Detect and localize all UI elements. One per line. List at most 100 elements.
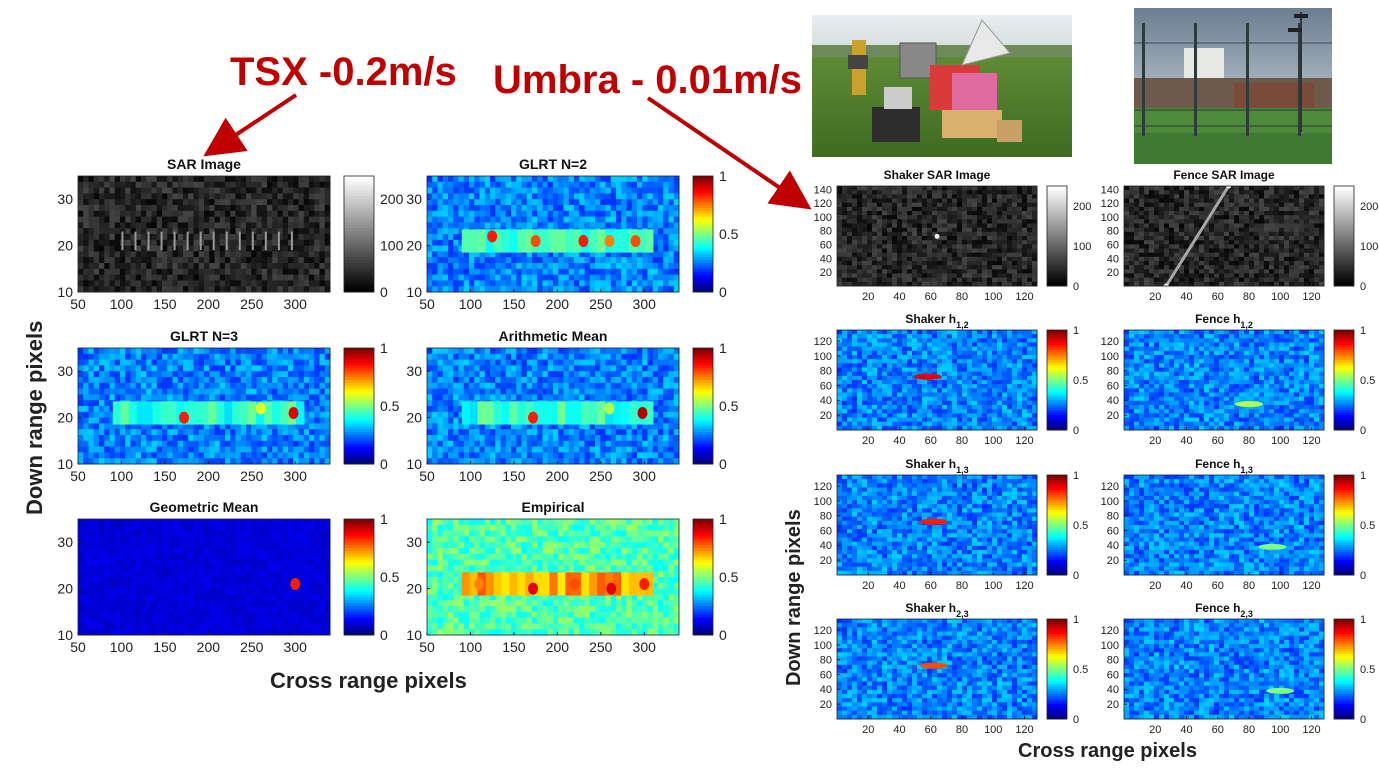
heatmap-cell [277,611,284,619]
heatmap-cell [637,394,643,401]
heatmap-cell [219,594,226,601]
heatmap-cell [621,440,627,448]
heatmap-cell [141,193,147,200]
heatmap-cell [240,377,247,384]
heatmap-cell [537,257,543,264]
heatmap-cell [114,187,121,194]
heatmap-cell [288,176,294,183]
heatmap-cell [453,199,459,206]
heatmap-cell [162,530,168,537]
heatmap-cell [458,274,465,281]
heatmap-cell [303,353,310,361]
heatmap-cell [177,458,184,465]
heatmap-cell [574,268,580,276]
x-tick-label: 250 [589,296,613,312]
heatmap-cell [505,435,512,442]
heatmap-cell [235,353,242,361]
x-tick-label: 200 [197,296,221,312]
heatmap-cell [246,458,252,465]
heatmap-cell [277,435,284,442]
heatmap-cell [78,257,84,264]
heatmap-band [629,401,638,425]
heatmap-cell [225,548,231,555]
heatmap-cell [637,377,643,384]
heatmap-cell [235,257,242,264]
heatmap-cell [458,199,465,206]
heatmap-cell [293,193,299,200]
heatmap-cell [637,193,643,200]
heatmap-cell [568,388,575,395]
heatmap-cell [198,588,205,595]
heatmap-cell [246,446,252,453]
heatmap-cell [109,411,116,419]
heatmap-cell [516,280,522,287]
heatmap-cell [219,452,226,459]
heatmap-cell [141,365,147,372]
heatmap-cell [125,548,131,555]
heatmap-cell [474,280,480,287]
heatmap-cell [303,359,310,366]
heatmap-cell [589,210,596,218]
heatmap-cell [432,228,438,235]
heatmap-cell [235,234,242,241]
heatmap-cell [130,542,137,549]
heatmap-cell [167,176,173,183]
heatmap-cell [521,222,528,229]
heatmap-cell [642,452,648,459]
heatmap-cell [93,210,100,218]
heatmap-cell [114,286,121,293]
heatmap-cell [474,446,480,453]
heatmap-band [517,229,526,253]
heatmap-cell [193,571,200,578]
heatmap-cell [277,268,284,276]
heatmap-cell [99,423,105,430]
heatmap-cell [83,542,89,549]
heatmap-cell [188,565,194,572]
heatmap-cell [474,216,480,223]
heatmap-cell [240,176,247,183]
heatmap-cell [177,222,184,229]
heatmap-cell [453,205,459,212]
heatmap-cell [141,524,147,532]
heatmap-cell [663,446,669,453]
heatmap-cell [214,365,221,372]
heatmap-cell [167,559,173,566]
heatmap-cell [261,542,268,549]
heatmap-cell [277,446,284,453]
heatmap-cell [198,365,205,372]
heatmap-cell [188,577,194,584]
x-tick-label: 150 [502,468,526,484]
heatmap-cell [282,268,289,276]
heatmap-cell [83,280,89,287]
heatmap-cell [309,452,315,459]
heatmap-cell [225,348,231,355]
heatmap-cell [120,429,126,436]
heatmap-cell [568,382,575,390]
heatmap-cell [109,245,116,252]
heatmap-cell [282,530,289,537]
heatmap-cell [251,187,257,194]
heatmap-cell [495,452,501,459]
heatmap-cell [125,245,131,252]
heatmap-cell [526,263,533,270]
heatmap-cell [427,429,433,436]
colorbar-segment [693,400,713,404]
heatmap-cell [267,371,273,378]
heatmap-cell [484,458,491,465]
heatmap-cell [156,205,163,212]
heatmap-cell [453,187,459,194]
colorbar-frame [692,347,714,465]
heatmap-cell [156,176,163,183]
heatmap-cell [442,263,449,270]
heatmap-cell [595,176,601,183]
heatmap-cell [314,234,320,241]
heatmap-cell [261,286,268,293]
heatmap-cell [432,348,438,355]
heatmap-cell [658,193,664,200]
heatmap-cell [125,423,131,430]
heatmap-cell [177,423,184,430]
heatmap-cell [652,400,659,407]
heatmap-cell [230,582,236,590]
heatmap-cell [277,559,284,566]
